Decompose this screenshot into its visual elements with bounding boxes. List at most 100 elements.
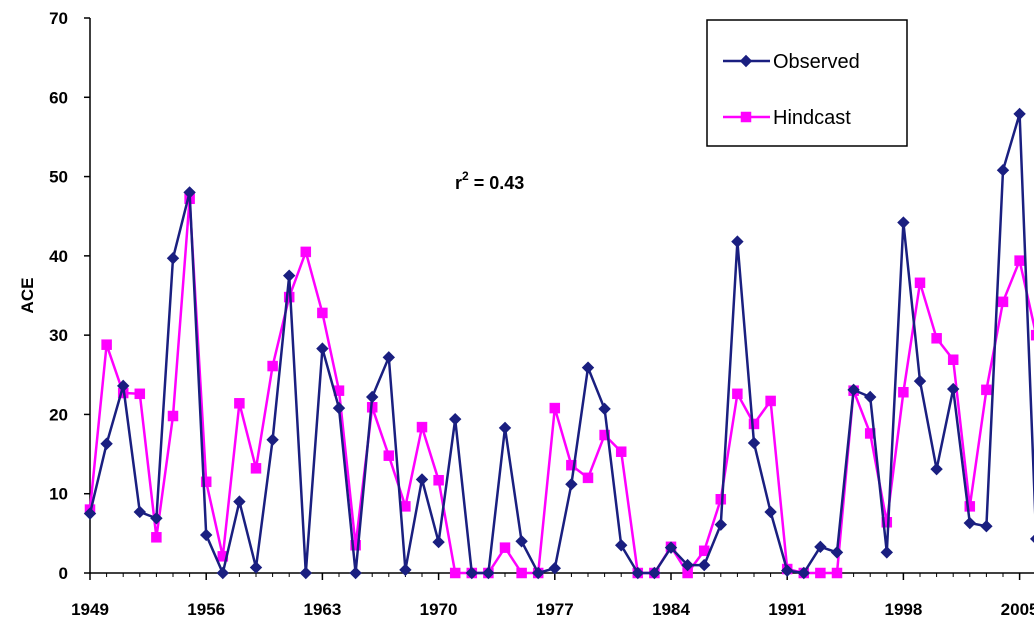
observed-point xyxy=(249,561,263,574)
legend: Observed Hindcast xyxy=(706,19,908,147)
hindcast-point xyxy=(881,517,893,528)
y-tick-label: 70 xyxy=(49,9,68,28)
x-tick-label: 1970 xyxy=(420,600,458,619)
legend-observed-label: Observed xyxy=(773,51,860,73)
observed-point xyxy=(598,402,611,416)
observed-point xyxy=(183,186,196,199)
hindcast-point xyxy=(499,542,511,553)
observed-point xyxy=(697,558,711,572)
hindcast-point xyxy=(914,277,926,289)
observed-point xyxy=(266,433,279,447)
observed-point xyxy=(897,216,910,229)
observed-point xyxy=(996,164,1010,177)
hindcast-point xyxy=(317,307,328,319)
hindcast-point xyxy=(615,446,627,457)
observed-point xyxy=(648,566,661,580)
x-tick-label: 1998 xyxy=(884,600,922,619)
hindcast-line xyxy=(88,198,1034,576)
hindcast-point xyxy=(300,246,312,258)
hindcast-point xyxy=(1030,329,1034,341)
x-tick-label: 1977 xyxy=(536,600,574,619)
observed-point xyxy=(714,518,728,531)
hindcast-point xyxy=(997,296,1009,308)
observed-point xyxy=(614,539,628,552)
observed-point xyxy=(498,421,512,435)
y-tick-label: 0 xyxy=(59,564,68,583)
observed-point xyxy=(963,516,977,530)
observed-point xyxy=(565,477,578,491)
observed-point xyxy=(482,566,495,580)
observed-point xyxy=(316,342,329,355)
observed-point xyxy=(349,566,362,580)
hindcast-point xyxy=(981,384,992,396)
observed-point xyxy=(797,566,811,580)
observed-point xyxy=(880,546,894,559)
observed-point xyxy=(863,390,877,404)
x-tick-label: 1956 xyxy=(187,600,225,619)
hindcast-point xyxy=(831,567,843,579)
observed-point xyxy=(382,351,396,364)
observed-point xyxy=(116,379,130,393)
x-tick-label: 1991 xyxy=(768,600,806,619)
observed-point xyxy=(299,566,313,580)
x-tick-label: 1963 xyxy=(303,600,341,619)
observed-point xyxy=(133,505,147,519)
y-tick-label: 60 xyxy=(49,88,68,107)
hindcast-point xyxy=(200,476,212,488)
hindcast-point xyxy=(234,398,245,409)
observed-point xyxy=(166,252,180,265)
hindcast-point xyxy=(582,472,594,484)
observed-point xyxy=(1029,534,1034,543)
y-tick-label: 30 xyxy=(49,326,68,345)
observed-point xyxy=(332,401,346,415)
observed-point xyxy=(946,382,960,396)
hindcast-point xyxy=(250,463,262,474)
y-ticks: 0 10 20 30 40 50 60 70 xyxy=(49,9,90,583)
legend-hindcast-label: Hindcast xyxy=(773,107,851,129)
observed-point xyxy=(515,535,528,548)
observed-point xyxy=(432,535,445,549)
hindcast-point xyxy=(549,402,561,414)
observed-point xyxy=(581,361,595,374)
r-squared-annotation: r2 = 0.43 xyxy=(455,169,524,193)
observed-line xyxy=(88,113,1034,577)
hindcast-point xyxy=(898,386,909,398)
x-tick-label: 1984 xyxy=(652,600,690,619)
y-tick-label: 40 xyxy=(49,247,68,266)
observed-point xyxy=(216,566,230,580)
hindcast-point xyxy=(732,388,743,400)
observed-point xyxy=(913,374,927,388)
hindcast-point xyxy=(765,395,776,407)
observed-point xyxy=(199,528,213,542)
y-axis-label: ACE xyxy=(18,278,37,314)
observed-point xyxy=(764,505,777,519)
axes xyxy=(89,18,1034,574)
observed-point xyxy=(150,512,163,525)
observed-point xyxy=(980,520,993,533)
hindcast-point xyxy=(383,450,395,461)
legend-hindcast-marker xyxy=(740,111,752,123)
x-ticks: 1949 1956 1963 1970 1977 1984 1991 1998 2005 xyxy=(71,573,1034,619)
y-tick-label: 10 xyxy=(49,485,68,504)
annotation-superscript: 2 xyxy=(462,169,469,183)
observed-point xyxy=(664,541,678,554)
y-tick-label: 50 xyxy=(49,168,68,187)
hindcast-point xyxy=(433,474,444,486)
observed-point xyxy=(448,412,462,426)
observed-point xyxy=(233,495,246,508)
hindcast-point xyxy=(748,418,760,430)
hindcast-point xyxy=(416,421,428,433)
observed-point xyxy=(830,546,844,559)
y-tick-label: 20 xyxy=(49,405,68,424)
hindcast-point xyxy=(1014,255,1025,266)
hindcast-point xyxy=(267,360,278,372)
observed-point xyxy=(631,566,645,580)
hindcast-point xyxy=(931,333,942,344)
hindcast-point xyxy=(151,532,162,543)
hindcast-point xyxy=(449,567,461,579)
observed-point xyxy=(365,390,379,404)
hindcast-point xyxy=(101,339,112,350)
legend-box xyxy=(706,19,908,147)
observed-point xyxy=(83,507,97,520)
series-observed xyxy=(83,107,1034,580)
